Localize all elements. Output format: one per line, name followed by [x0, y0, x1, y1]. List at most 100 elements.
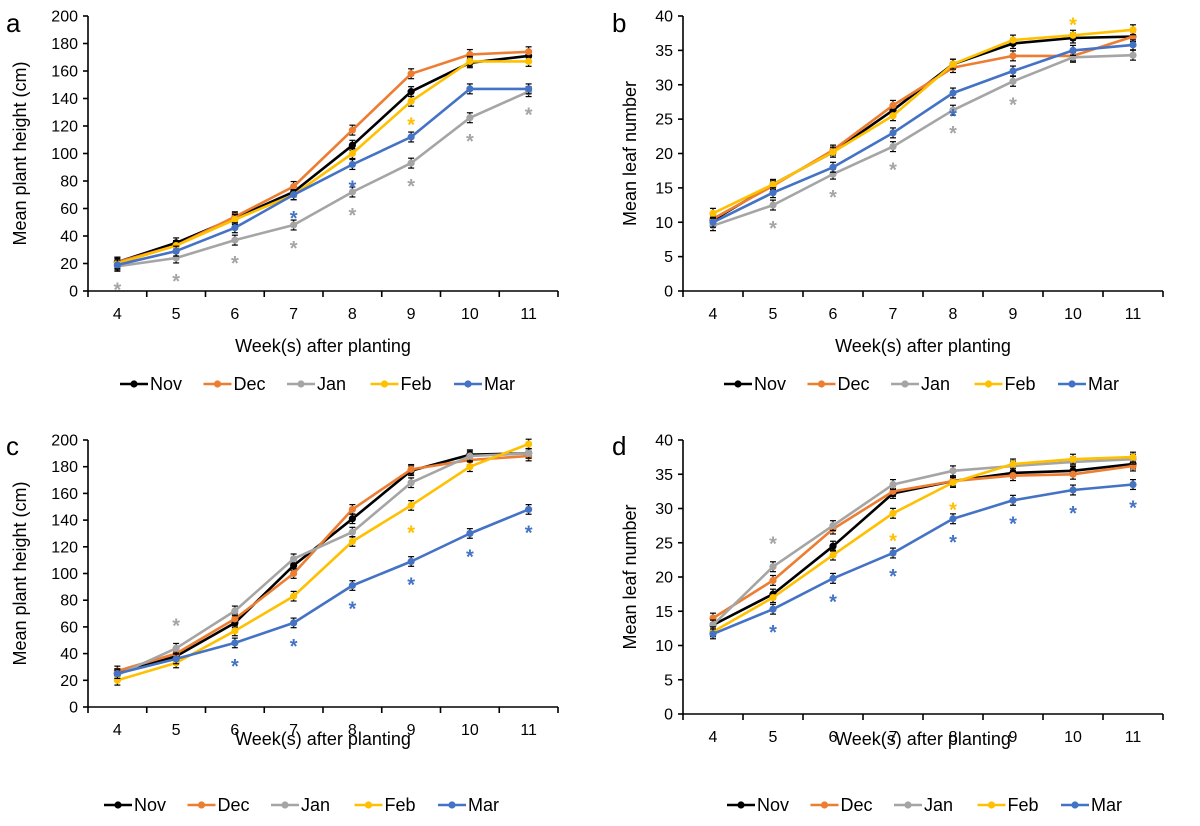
series-line-jan: [712, 53, 1134, 227]
x-axis-title: Week(s) after planting: [835, 336, 1011, 356]
data-point-mar: [172, 247, 180, 255]
significance-asterisk: *: [889, 566, 897, 588]
data-point-feb: [769, 180, 777, 189]
x-tick-label: 6: [829, 306, 838, 323]
data-point-nov: [407, 88, 415, 96]
significance-asterisk: *: [949, 499, 957, 521]
data-point-jan: [290, 221, 298, 229]
legend-marker-jan: [281, 801, 289, 809]
significance-asterisk: *: [172, 615, 180, 637]
legend-marker-dec: [820, 801, 829, 809]
data-point-feb: [466, 463, 474, 471]
y-tick-label: 0: [664, 707, 673, 724]
data-point-mar: [525, 505, 533, 514]
x-tick-label: 11: [1125, 729, 1142, 746]
significance-asterisk: *: [348, 205, 356, 227]
data-point-jan: [172, 644, 180, 652]
significance-asterisk: *: [769, 218, 777, 240]
legend-label-nov: Nov: [754, 374, 786, 394]
y-tick-label: 5: [664, 249, 673, 266]
legend-marker-nov: [130, 380, 138, 388]
data-point-feb: [290, 592, 298, 600]
significance-asterisk: *: [1009, 513, 1017, 535]
data-point-jan: [407, 479, 415, 487]
legend-label-mar: Mar: [468, 795, 499, 815]
data-point-feb: [949, 60, 957, 68]
data-point-jan: [889, 143, 897, 151]
data-point-mar: [407, 133, 415, 141]
data-point-mar: [1069, 46, 1077, 54]
data-point-feb: [829, 551, 837, 559]
significance-asterisk: *: [1069, 503, 1077, 525]
legend-marker-feb: [380, 380, 389, 388]
y-tick-label: 180: [51, 36, 78, 53]
legend-marker-nov: [734, 380, 742, 388]
legend-label-dec: Dec: [218, 795, 250, 815]
legend-marker-jan: [904, 801, 912, 809]
x-tick-label: 7: [889, 729, 898, 746]
data-point-feb: [348, 149, 356, 158]
y-tick-label: 120: [51, 539, 78, 556]
data-point-jan: [348, 188, 356, 196]
data-point-dec: [525, 48, 533, 56]
data-point-jan: [769, 563, 777, 571]
y-tick-label: 25: [655, 535, 673, 552]
data-point-mar: [172, 655, 180, 663]
y-tick-label: 160: [51, 486, 78, 503]
data-point-mar: [769, 605, 777, 613]
legend-label-jan: Jan: [924, 795, 953, 815]
data-point-mar: [1129, 480, 1137, 489]
data-point-nov: [348, 515, 356, 523]
data-point-jan: [525, 449, 533, 457]
significance-asterisk: *: [113, 279, 121, 301]
y-axis-title: Mean leaf number: [620, 81, 640, 226]
x-tick-label: 5: [172, 306, 181, 323]
y-tick-label: 100: [51, 146, 78, 163]
legend-marker-dec: [213, 380, 222, 388]
series-line-jan: [117, 90, 530, 268]
x-tick-label: 7: [289, 306, 298, 323]
data-point-mar: [889, 549, 897, 557]
data-point-jan: [466, 114, 474, 122]
data-point-nov: [348, 141, 356, 149]
data-point-jan: [889, 480, 897, 489]
data-point-feb: [1069, 455, 1077, 463]
data-point-feb: [1129, 453, 1137, 461]
data-point-jan: [949, 467, 957, 475]
y-tick-label: 200: [51, 9, 78, 26]
x-tick-label: 5: [769, 306, 778, 323]
significance-asterisk: *: [889, 160, 897, 182]
y-tick-label: 60: [60, 619, 78, 636]
legend-label-mar: Mar: [484, 374, 515, 394]
data-point-dec: [889, 101, 897, 109]
series-line-jan: [116, 452, 529, 677]
x-tick-label: 4: [709, 729, 718, 746]
data-point-jan: [829, 522, 837, 530]
x-tick-label: 7: [889, 306, 898, 323]
significance-asterisk: *: [231, 253, 239, 275]
legend-label-feb: Feb: [1008, 795, 1039, 815]
significance-asterisk: *: [525, 105, 533, 127]
series-line-mar: [117, 87, 529, 267]
data-point-dec: [1069, 470, 1077, 478]
x-tick-label: 11: [1125, 306, 1142, 323]
x-tick-label: 6: [230, 306, 239, 323]
y-tick-label: 0: [664, 284, 673, 301]
significance-asterisk: *: [949, 106, 957, 128]
x-tick-label: 10: [1064, 729, 1082, 746]
data-point-mar: [348, 160, 356, 169]
data-point-mar: [769, 189, 777, 197]
legend-marker-nov: [737, 801, 745, 809]
data-point-dec: [231, 615, 239, 623]
data-point-dec: [1009, 472, 1017, 480]
y-tick-label: 60: [60, 201, 78, 218]
x-tick-label: 11: [520, 306, 537, 323]
y-tick-label: 40: [655, 9, 673, 26]
data-point-mar: [1009, 67, 1017, 75]
y-tick-label: 120: [51, 119, 78, 136]
significance-asterisk: *: [1069, 14, 1077, 36]
significance-asterisk: *: [407, 574, 415, 596]
x-tick-label: 8: [949, 729, 958, 746]
y-tick-label: 10: [655, 215, 673, 232]
data-point-feb: [1009, 460, 1017, 468]
